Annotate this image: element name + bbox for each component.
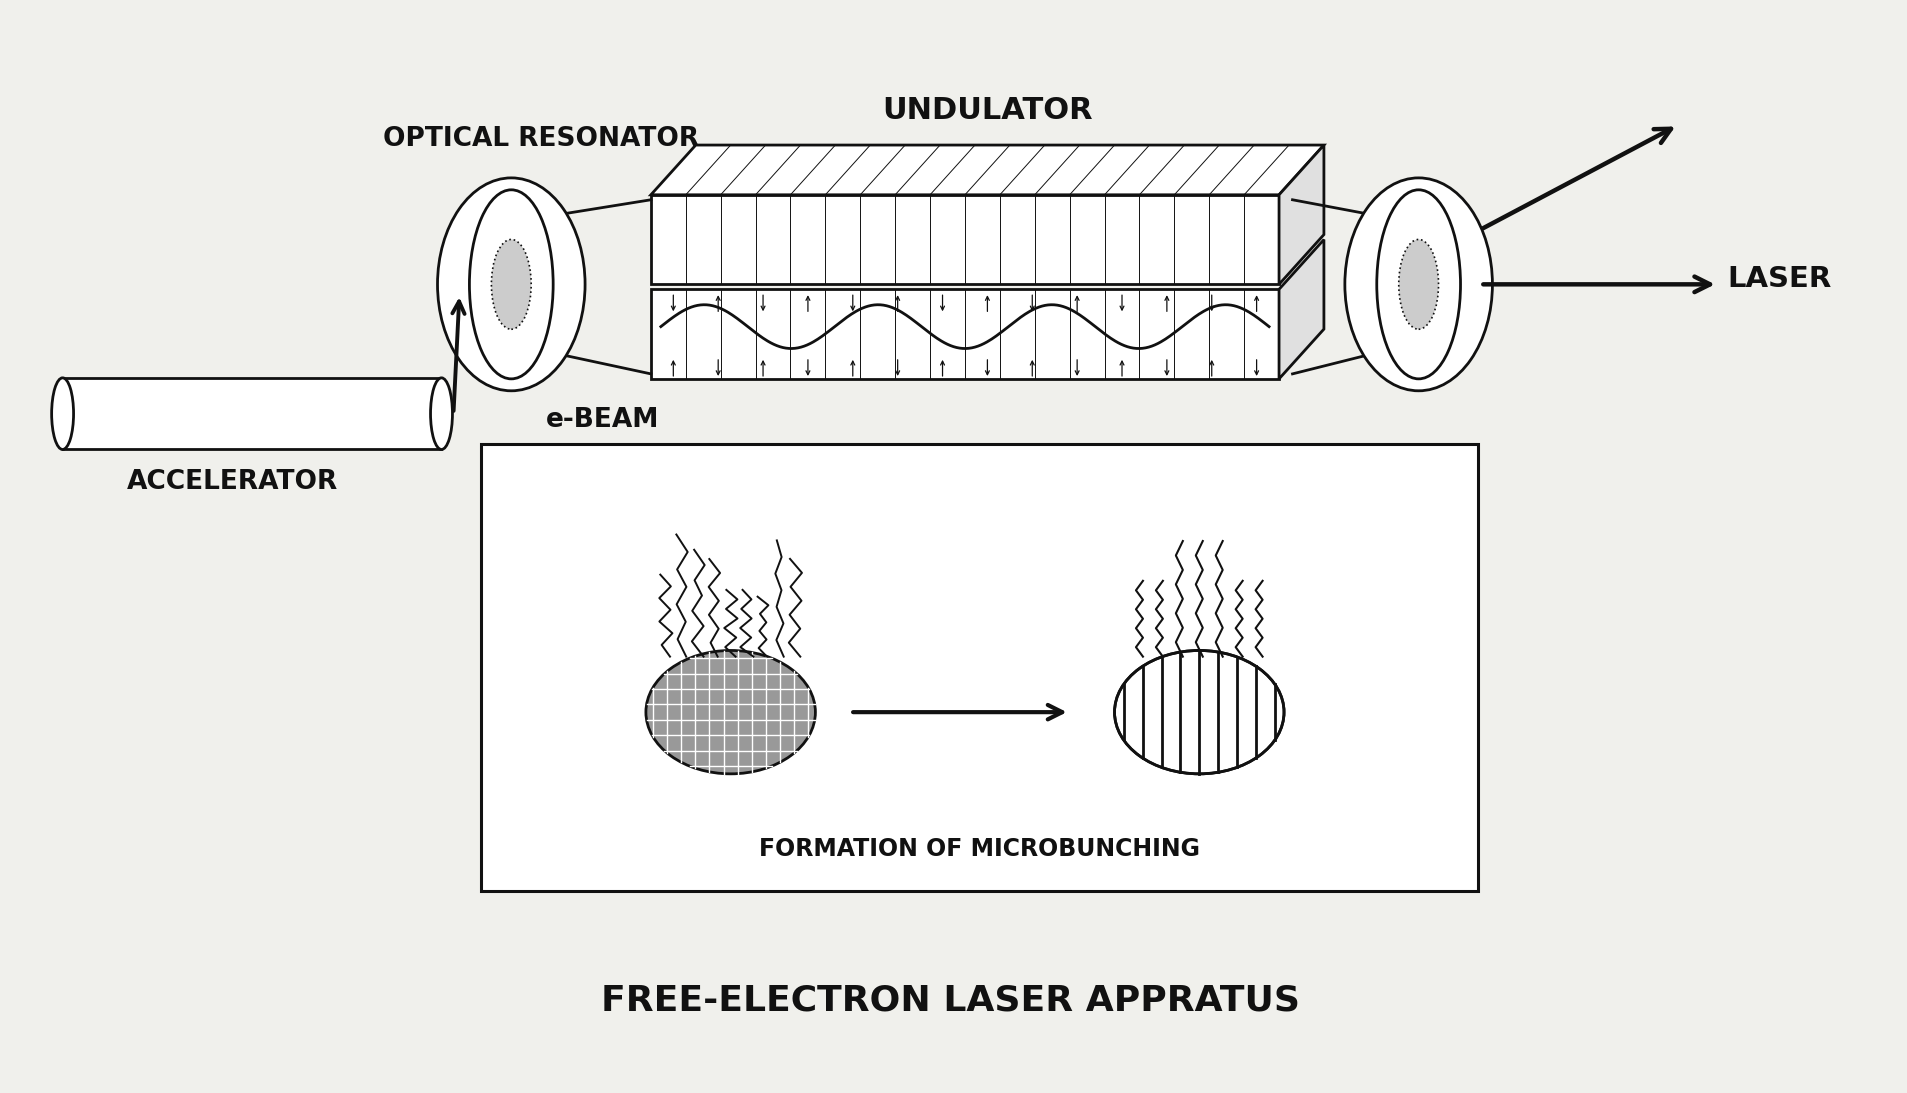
Polygon shape <box>650 195 1280 284</box>
Polygon shape <box>1280 145 1323 284</box>
Text: FREE-ELECTRON LASER APPRATUS: FREE-ELECTRON LASER APPRATUS <box>601 984 1299 1018</box>
Ellipse shape <box>1377 190 1461 379</box>
Ellipse shape <box>437 178 585 391</box>
Bar <box>63 378 442 449</box>
Polygon shape <box>650 145 1323 195</box>
Polygon shape <box>650 290 1280 379</box>
Ellipse shape <box>1398 239 1438 329</box>
Ellipse shape <box>51 378 74 449</box>
Ellipse shape <box>469 190 553 379</box>
Text: UNDULATOR: UNDULATOR <box>883 96 1093 126</box>
Polygon shape <box>1280 239 1323 379</box>
Ellipse shape <box>1114 650 1283 774</box>
Text: OPTICAL RESONATOR: OPTICAL RESONATOR <box>383 126 700 152</box>
Text: LASER: LASER <box>1728 266 1833 293</box>
Ellipse shape <box>492 239 532 329</box>
Ellipse shape <box>1344 178 1493 391</box>
Text: ACCELERATOR: ACCELERATOR <box>126 469 338 495</box>
Ellipse shape <box>646 650 816 774</box>
Text: e-BEAM: e-BEAM <box>545 407 660 433</box>
Ellipse shape <box>431 378 452 449</box>
Bar <box>481 444 1478 891</box>
Text: FORMATION OF MICROBUNCHING: FORMATION OF MICROBUNCHING <box>759 837 1200 861</box>
